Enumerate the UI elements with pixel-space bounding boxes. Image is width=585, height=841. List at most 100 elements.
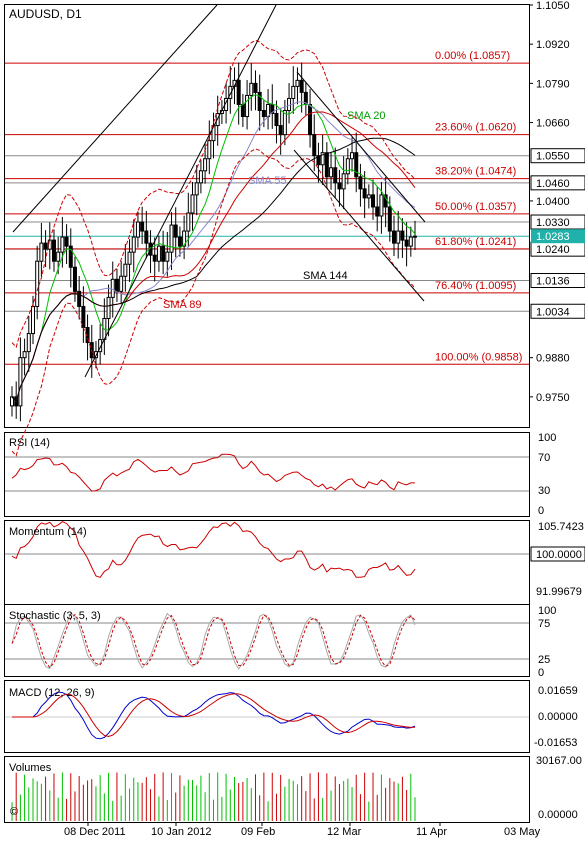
candle-body [190,194,195,214]
candle-body [236,79,241,105]
candle-body [274,113,279,127]
candle-body [47,239,52,250]
candle-body [354,152,359,178]
candle-body [308,103,313,136]
sma89-label: SMA 89 [163,299,202,311]
candle-body [152,254,157,262]
price-tick-label: 1.1050 [536,0,570,12]
macd-level-top: 0.01659 [538,685,578,697]
candle-body [18,357,23,407]
rsi-label: RSI (14) [9,437,50,449]
volumes-level-top: 30167.00 [536,755,582,767]
rsi-line [11,453,415,492]
candle-body [43,242,48,250]
candle-body [51,239,56,262]
candle-body [60,236,65,253]
candle-body [110,278,115,298]
candle-body [240,103,245,118]
rsi-panel-frame [4,432,530,517]
candle-body [35,260,40,307]
candle-body [173,224,178,238]
candle-body [114,278,119,292]
candle-body [68,245,73,268]
level-label-box [530,303,585,319]
candle-body [127,251,132,265]
candle-body [72,266,77,292]
momentum-level-top: 105.7423 [538,521,584,533]
candle-body [278,125,283,136]
candle-body [387,206,392,232]
candle-body [22,351,27,359]
stochastic-label: Stochastic (3, 5, 3) [9,610,101,622]
copyright-icon: © [10,806,18,818]
candle-body [203,158,208,172]
candle-body [392,230,397,244]
candle-body [312,134,317,157]
price-tick-label: 1.0660 [536,118,570,130]
sma144-line [11,137,416,403]
candle-body [119,275,124,292]
volumes-panel-frame [4,756,530,823]
candle-body [341,173,346,190]
candle-body [39,242,44,262]
stochastic-k-line [11,612,416,670]
momentum-100-box [530,546,585,562]
candle-body [282,110,287,136]
candle-body [261,110,266,118]
x-label-1: 10 Jan 2012 [151,826,212,838]
symbol-title: AUDUSD, D1 [9,7,82,21]
level-label: 1.0330 [536,217,570,229]
candle-body [64,236,69,247]
candle-body [333,167,338,184]
bollinger-lower [11,148,416,457]
level-label: 1.0460 [536,178,570,190]
candle-body [295,79,300,87]
volumes-label: Volumes [9,762,52,774]
price-tick-label: 1.0920 [536,39,570,51]
candle-body [10,396,14,407]
trend-channel-line [84,4,277,378]
candle-body [135,221,140,238]
fibonacci-label: 23.60% (1.0620) [435,122,516,134]
current-price-label: 1.0283 [536,231,570,243]
trend-channel-line [296,71,426,223]
candle-body [161,245,166,262]
level-label: 1.0136 [536,276,570,288]
macd-line [12,691,416,740]
candle-body [207,140,212,160]
candle-body [156,245,161,262]
fibonacci-label: 38.20% (1.0474) [435,166,516,178]
candle-body [362,188,367,199]
candle-body [177,236,182,247]
candle-body [249,82,254,96]
rsi-level-0: 0 [538,505,544,517]
stochastic-level-75: 75 [538,618,550,630]
candle-body [186,212,191,232]
candle-body [366,194,371,199]
stochastic-level-100: 100 [538,605,556,617]
candle-body [329,167,334,178]
momentum-line [11,521,416,578]
macd-panel-frame [4,680,530,753]
current-price-box [531,229,585,244]
sma20-line [11,94,416,403]
candle-body [337,182,342,190]
macd-level-bottom: -0.01653 [534,737,577,749]
candle-body [182,230,187,247]
level-label-box [530,148,585,164]
panel-frames [4,4,530,823]
fibonacci-label: 76.40% (1.0095) [435,280,516,292]
sma20-label: SMA 20 [347,110,386,122]
fibonacci-label: 100.00% (0.9858) [435,351,522,363]
macd-label: MACD (12, 26, 9) [9,687,95,699]
trend-channel-line [12,4,218,233]
candle-body [165,251,170,262]
candle-body [400,230,405,241]
price-tick-label: 0.9750 [536,392,570,404]
rsi-level-100: 100 [538,432,556,444]
candle-body [131,236,136,253]
momentum-level-100: 100.0000 [536,549,582,561]
x-label-3: 12 Mar [327,826,362,838]
candle-body [211,125,216,142]
x-label-0: 08 Dec 2011 [64,826,126,838]
